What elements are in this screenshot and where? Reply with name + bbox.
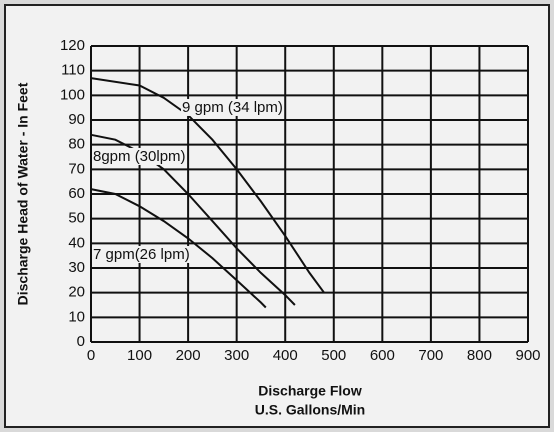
y-tick-label: 0 <box>77 333 85 350</box>
x-axis-title: Discharge Flow <box>258 383 362 399</box>
x-tick-label: 600 <box>370 347 395 364</box>
y-tick-label: 10 <box>68 308 85 325</box>
series-label-bg <box>181 98 284 116</box>
x-tick-label: 500 <box>321 347 346 364</box>
x-tick-label: 0 <box>87 347 95 364</box>
y-tick-label: 50 <box>68 210 85 227</box>
y-tick-label: 80 <box>68 136 85 153</box>
x-tick-label: 900 <box>515 347 540 364</box>
y-axis-title: Discharge Head of Water - In Feet <box>15 82 31 305</box>
x-tick-label: 700 <box>418 347 443 364</box>
x-tick-label: 200 <box>176 347 201 364</box>
y-tick-label: 60 <box>68 185 85 202</box>
y-tick-label: 100 <box>60 86 85 103</box>
series-line <box>90 77 325 294</box>
y-tick-label: 120 <box>60 37 85 54</box>
series-label-bg <box>92 147 187 165</box>
series-line <box>90 133 296 306</box>
y-tick-label: 40 <box>68 234 85 251</box>
series-label: 9 gpm (34 lpm) <box>182 99 283 116</box>
x-tick-label: 100 <box>127 347 152 364</box>
series-line <box>90 188 267 309</box>
y-tick-label: 20 <box>68 284 85 301</box>
series-label: 7 gpm(26 lpm) <box>93 246 190 263</box>
y-tick-label: 70 <box>68 160 85 177</box>
y-tick-label: 90 <box>68 111 85 128</box>
series-label-bg <box>92 245 191 263</box>
x-tick-label: 800 <box>467 347 492 364</box>
x-tick-label: 400 <box>273 347 298 364</box>
series-label: 8gpm (30lpm) <box>93 148 186 165</box>
x-tick-label: 300 <box>224 347 249 364</box>
x-axis-subtitle: U.S. Gallons/Min <box>255 402 365 418</box>
frame <box>4 4 550 428</box>
y-tick-label: 30 <box>68 259 85 276</box>
y-tick-label: 110 <box>61 62 85 79</box>
